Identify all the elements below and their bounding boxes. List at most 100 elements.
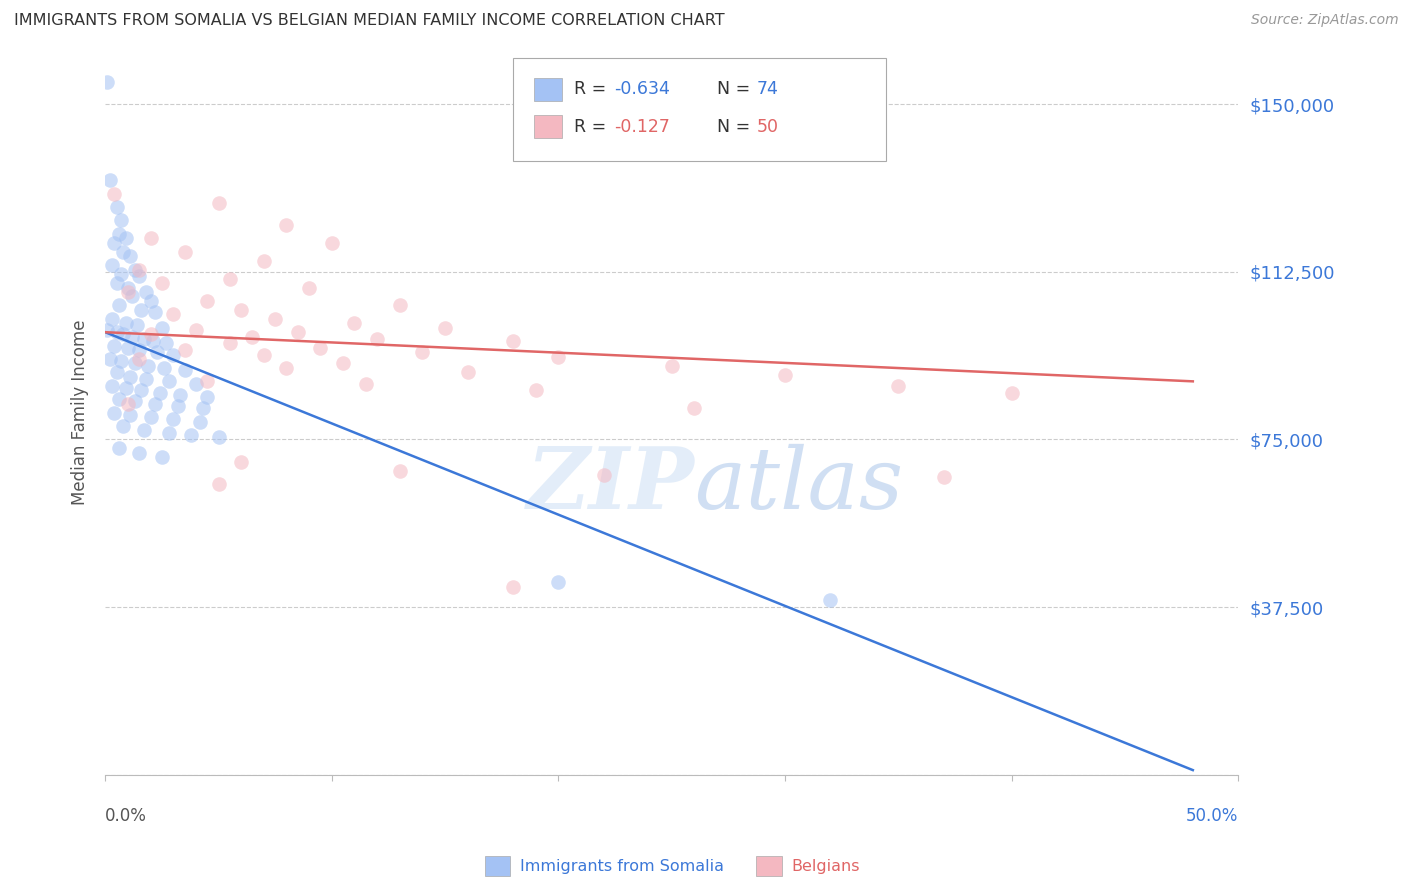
Point <box>153 360 176 375</box>
Point <box>150 450 173 465</box>
Point <box>354 376 377 391</box>
Point <box>128 262 150 277</box>
Point <box>143 397 166 411</box>
Point <box>502 580 524 594</box>
Point <box>125 318 148 333</box>
Point <box>124 262 146 277</box>
Point <box>128 446 150 460</box>
Text: Source: ZipAtlas.com: Source: ZipAtlas.com <box>1251 13 1399 28</box>
Point <box>132 332 155 346</box>
Point <box>139 327 162 342</box>
Point <box>110 354 132 368</box>
Point <box>388 298 411 312</box>
Point <box>276 218 298 232</box>
Point <box>184 323 207 337</box>
Point <box>162 347 184 361</box>
Text: IMMIGRANTS FROM SOMALIA VS BELGIAN MEDIAN FAMILY INCOME CORRELATION CHART: IMMIGRANTS FROM SOMALIA VS BELGIAN MEDIA… <box>14 13 724 29</box>
Point <box>105 276 128 290</box>
Point <box>287 325 309 339</box>
Text: R =: R = <box>574 118 612 136</box>
Point <box>121 289 143 303</box>
Point <box>139 293 162 308</box>
Point <box>108 298 131 312</box>
Point <box>110 267 132 281</box>
Point <box>547 575 569 590</box>
Point <box>103 186 125 201</box>
Point <box>773 368 796 382</box>
Point <box>117 280 139 294</box>
Point <box>142 334 165 348</box>
Point <box>103 406 125 420</box>
Point <box>169 388 191 402</box>
Point <box>139 410 162 425</box>
Point <box>146 345 169 359</box>
Point <box>388 464 411 478</box>
Point <box>117 397 139 411</box>
Point <box>166 399 188 413</box>
Point <box>143 305 166 319</box>
Point <box>547 350 569 364</box>
Point <box>120 408 142 422</box>
Point <box>195 293 218 308</box>
Point <box>264 311 287 326</box>
Y-axis label: Median Family Income: Median Family Income <box>72 320 89 506</box>
Point <box>231 455 253 469</box>
Point <box>112 419 135 434</box>
Point <box>117 341 139 355</box>
Point <box>231 302 253 317</box>
Point <box>103 235 125 250</box>
Point <box>139 231 162 245</box>
Point <box>887 379 910 393</box>
Point <box>592 468 614 483</box>
Point <box>184 376 207 391</box>
Point <box>502 334 524 348</box>
Text: atlas: atlas <box>695 443 904 526</box>
Text: Belgians: Belgians <box>792 859 860 873</box>
Text: Immigrants from Somalia: Immigrants from Somalia <box>520 859 724 873</box>
Point <box>101 379 124 393</box>
Point <box>457 365 479 379</box>
Point <box>157 425 180 440</box>
Point <box>162 412 184 426</box>
Point <box>110 213 132 227</box>
Point <box>120 370 142 384</box>
Point <box>114 231 136 245</box>
Point <box>343 316 366 330</box>
Point <box>114 316 136 330</box>
Point <box>195 390 218 404</box>
Point <box>149 385 172 400</box>
Point <box>524 384 547 398</box>
Point <box>820 593 842 607</box>
Point <box>661 359 683 373</box>
Point <box>683 401 706 416</box>
Point <box>103 338 125 352</box>
Text: 50.0%: 50.0% <box>1185 807 1239 825</box>
Point <box>191 401 214 416</box>
Text: 50: 50 <box>756 118 779 136</box>
Text: 74: 74 <box>756 80 779 98</box>
Point <box>105 200 128 214</box>
Point <box>932 470 955 484</box>
Point <box>117 285 139 299</box>
Point <box>128 351 150 366</box>
Point <box>434 320 457 334</box>
Point <box>135 285 157 299</box>
Point <box>96 75 118 89</box>
Point <box>136 359 159 373</box>
Point <box>114 381 136 395</box>
Point <box>162 307 184 321</box>
Text: 0.0%: 0.0% <box>105 807 148 825</box>
Point <box>253 347 276 361</box>
Point <box>309 341 332 355</box>
Text: N =: N = <box>717 80 756 98</box>
Point <box>173 363 195 377</box>
Point <box>98 173 121 187</box>
Point <box>120 249 142 263</box>
Point <box>276 360 298 375</box>
Point <box>332 356 354 370</box>
Text: N =: N = <box>717 118 756 136</box>
Point <box>180 428 202 442</box>
Text: -0.634: -0.634 <box>614 80 671 98</box>
Point <box>298 280 321 294</box>
Point <box>321 235 343 250</box>
